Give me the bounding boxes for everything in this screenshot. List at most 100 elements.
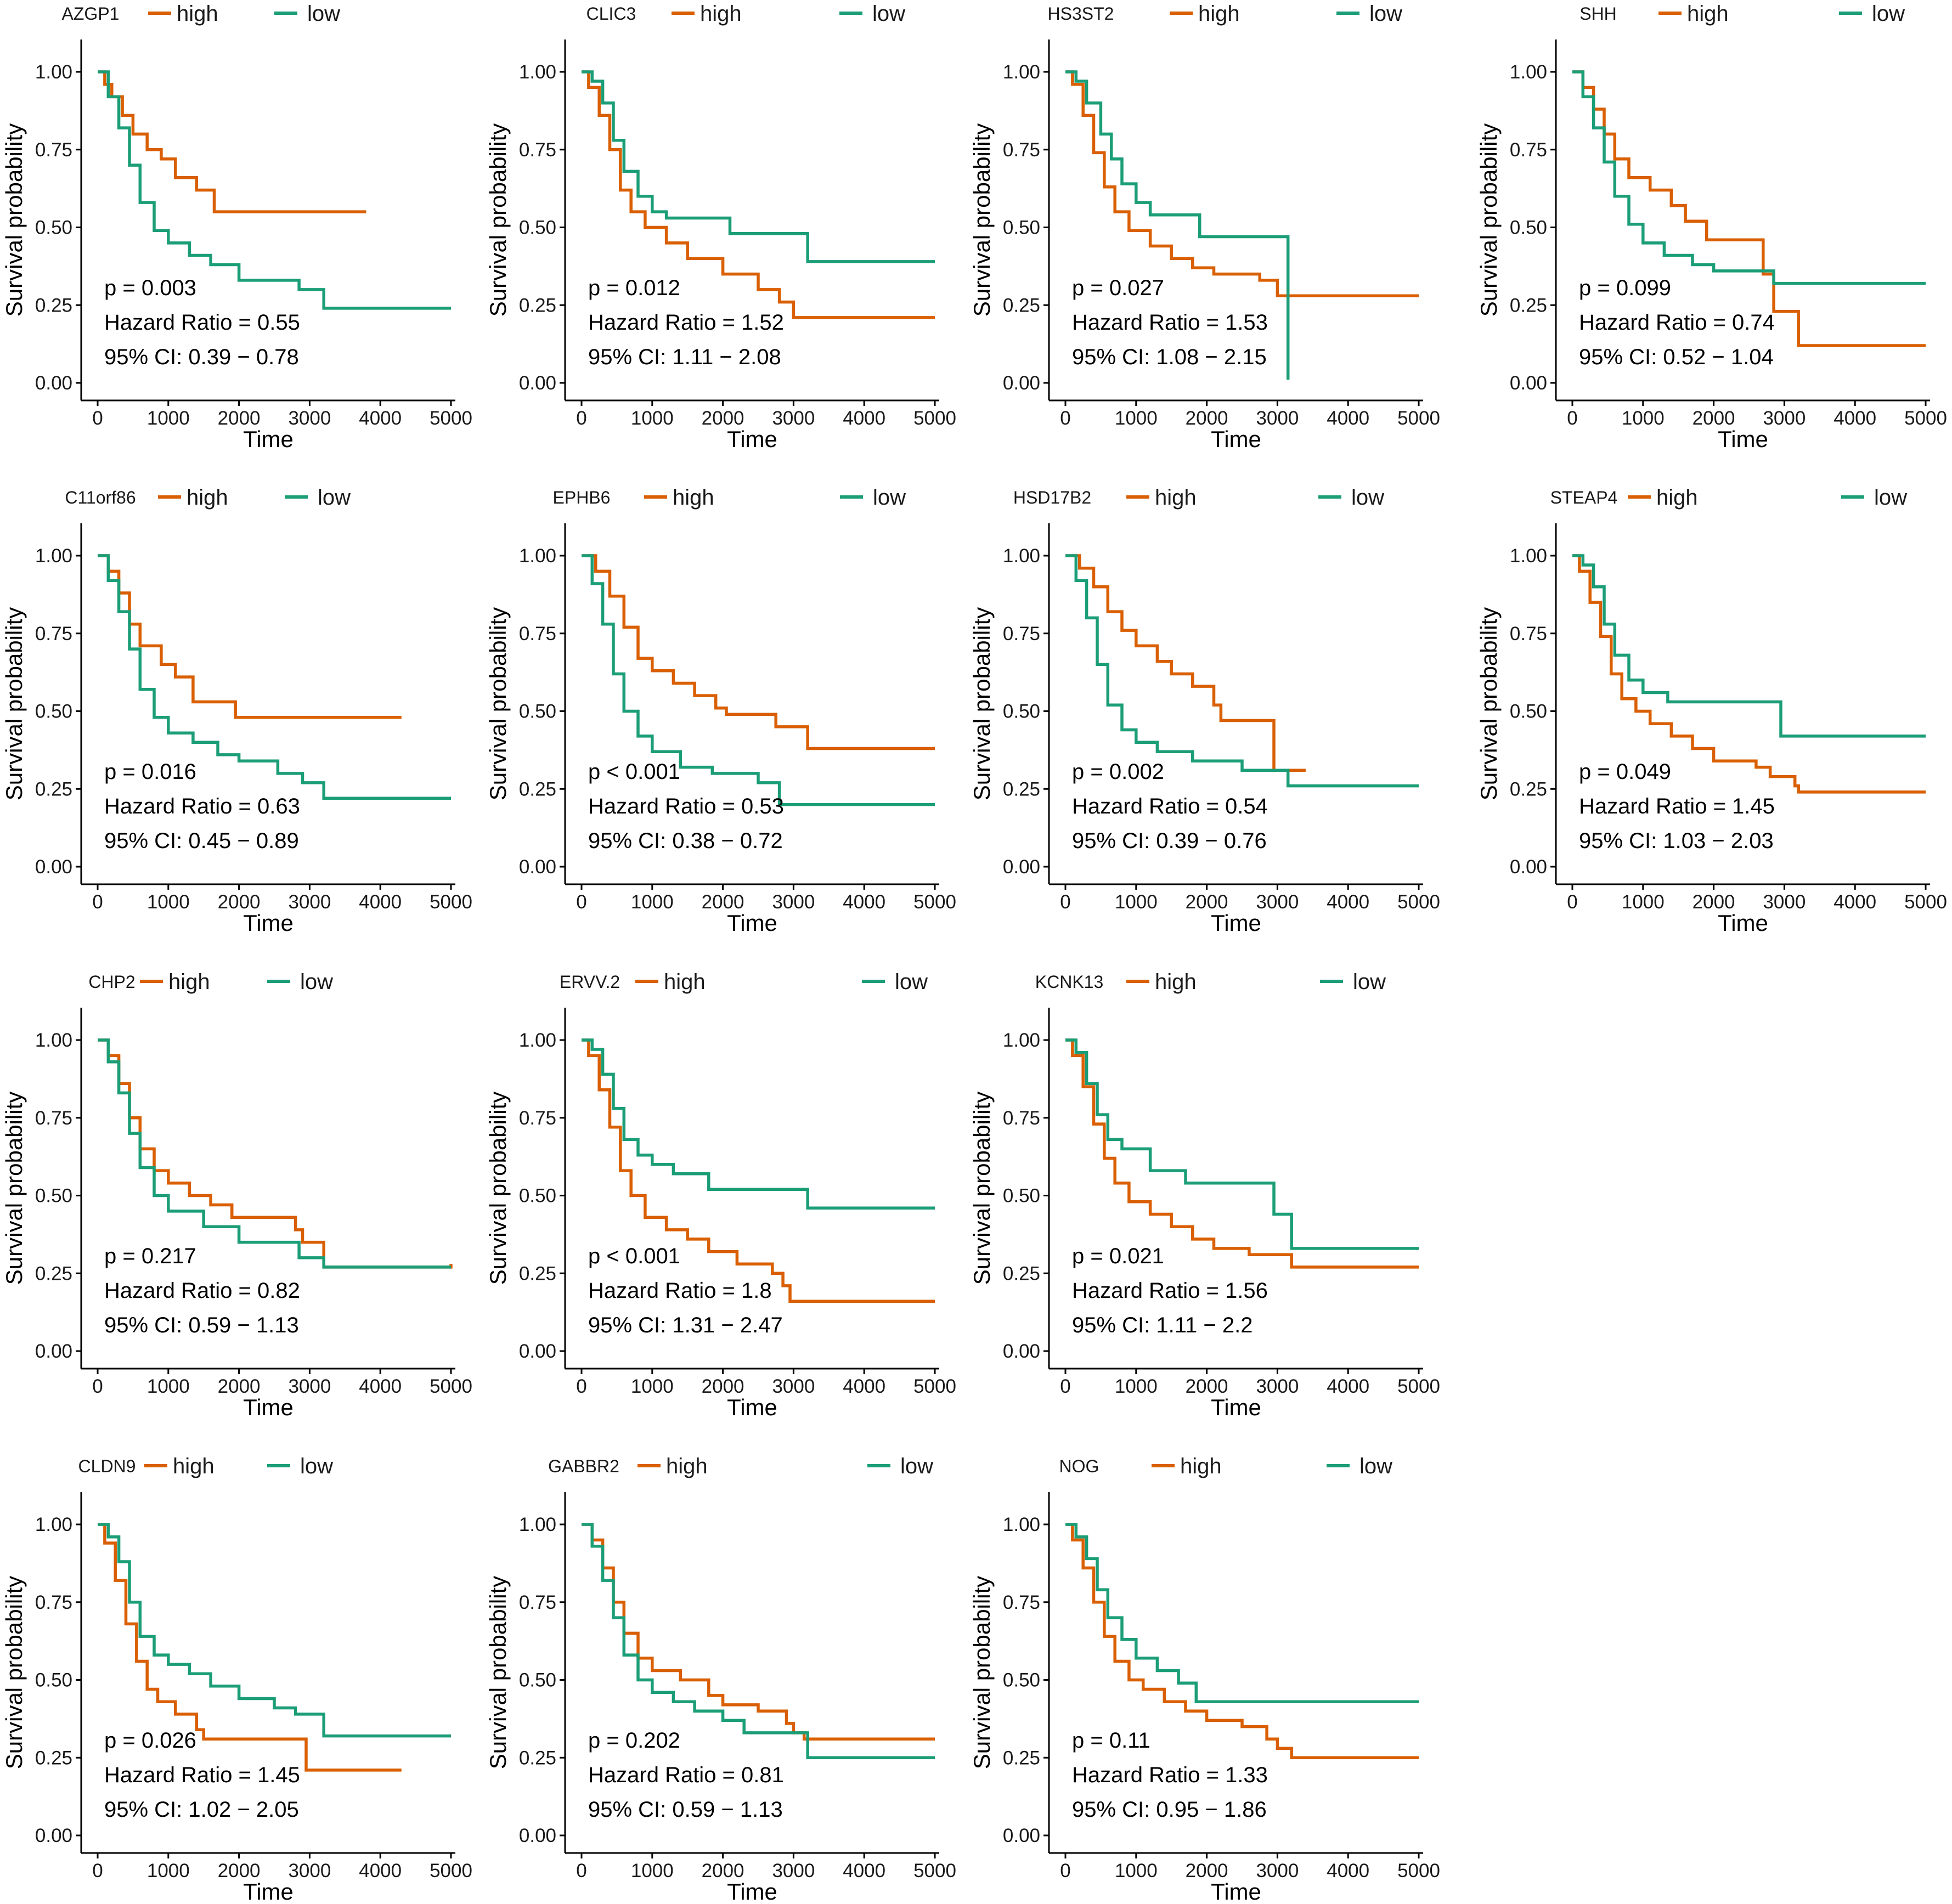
p-value-label: p = 0.049 bbox=[1579, 760, 1671, 784]
legend-gene-label: CLDN9 bbox=[78, 1456, 136, 1476]
x-tick-label: 0 bbox=[92, 891, 103, 913]
legend-gene-label: NOG bbox=[1059, 1456, 1099, 1476]
ci-label: 95% CI: 1.11 − 2.08 bbox=[588, 345, 781, 369]
x-tick-label: 2000 bbox=[1693, 408, 1735, 429]
x-tick-label: 4000 bbox=[843, 1376, 885, 1397]
legend-gene-label: AZGP1 bbox=[62, 4, 120, 24]
x-tick-label: 2000 bbox=[1186, 408, 1228, 429]
x-tick-label: 1000 bbox=[147, 1376, 190, 1397]
hazard-ratio-label: Hazard Ratio = 1.8 bbox=[588, 1279, 772, 1303]
survival-curve-low bbox=[1065, 1523, 1419, 1703]
survival-curve-high bbox=[98, 1523, 402, 1772]
y-tick-label: 1.00 bbox=[1510, 545, 1547, 567]
p-value-label: p = 0.099 bbox=[1579, 276, 1671, 300]
hazard-ratio-label: Hazard Ratio = 1.56 bbox=[1072, 1279, 1268, 1303]
y-tick-label: 0.00 bbox=[1510, 372, 1547, 394]
x-tick-label: 0 bbox=[1567, 408, 1577, 429]
x-tick-label: 0 bbox=[92, 408, 103, 429]
km-panel-cldn9: CLDN9 high low 0.00 0.25 0.50 0.75 1.00 0 1000 200… bbox=[1, 1454, 472, 1904]
legend-gene-label: EPHB6 bbox=[553, 488, 611, 507]
x-tick-label: 2000 bbox=[702, 1376, 744, 1397]
y-tick-label: 0.50 bbox=[1003, 701, 1040, 722]
y-axis-title: Survival probability bbox=[969, 1576, 995, 1770]
x-axis-title: Time bbox=[1211, 910, 1261, 936]
y-tick-label: 1.00 bbox=[1003, 1030, 1040, 1051]
y-tick-label: 0.25 bbox=[1003, 1263, 1040, 1284]
y-tick-label: 0.00 bbox=[1003, 1341, 1040, 1362]
legend-high-label: high bbox=[1687, 2, 1729, 26]
p-value-label: p = 0.002 bbox=[1072, 760, 1164, 784]
p-value-label: p = 0.026 bbox=[104, 1728, 196, 1753]
y-tick-label: 0.75 bbox=[1510, 139, 1547, 161]
x-axis-title: Time bbox=[243, 910, 294, 936]
x-tick-label: 3000 bbox=[288, 1860, 331, 1882]
hazard-ratio-label: Hazard Ratio = 1.45 bbox=[104, 1763, 300, 1787]
survival-curve-high bbox=[1572, 554, 1926, 794]
x-tick-label: 0 bbox=[576, 408, 586, 429]
legend-high-label: high bbox=[1656, 485, 1698, 510]
x-tick-label: 5000 bbox=[430, 408, 472, 429]
km-panel-c11orf86: C11orf86 high low 0.00 0.25 0.50 0.75 1.00 0 1000… bbox=[1, 485, 472, 936]
y-tick-label: 0.00 bbox=[1003, 372, 1040, 394]
ci-label: 95% CI: 0.38 − 0.72 bbox=[588, 829, 783, 853]
x-tick-label: 4000 bbox=[1327, 891, 1369, 913]
x-tick-label: 4000 bbox=[843, 1860, 885, 1882]
x-tick-label: 0 bbox=[1060, 1860, 1070, 1882]
x-tick-label: 4000 bbox=[359, 1860, 402, 1882]
legend-high-label: high bbox=[177, 2, 218, 26]
x-tick-label: 5000 bbox=[430, 891, 472, 913]
ci-label: 95% CI: 1.08 − 2.15 bbox=[1072, 345, 1267, 369]
y-axis-title: Survival probability bbox=[969, 607, 995, 801]
legend-gene-label: HSD17B2 bbox=[1013, 488, 1091, 507]
survival-curve-low bbox=[582, 1523, 935, 1760]
legend-low-label: low bbox=[872, 2, 905, 26]
x-tick-label: 5000 bbox=[1904, 891, 1947, 913]
x-tick-label: 1000 bbox=[631, 1376, 674, 1397]
x-tick-label: 3000 bbox=[1256, 1860, 1299, 1882]
y-tick-label: 0.25 bbox=[519, 1263, 556, 1284]
x-tick-label: 3000 bbox=[1763, 408, 1806, 429]
p-value-label: p < 0.001 bbox=[588, 760, 680, 784]
x-tick-label: 5000 bbox=[1904, 408, 1947, 429]
x-tick-label: 2000 bbox=[702, 1860, 744, 1882]
x-tick-label: 2000 bbox=[1186, 891, 1228, 913]
survival-curve-high bbox=[582, 1523, 935, 1741]
y-tick-label: 1.00 bbox=[1003, 545, 1040, 567]
x-tick-label: 1000 bbox=[1115, 1860, 1158, 1882]
legend-low-label: low bbox=[900, 1454, 933, 1478]
x-tick-label: 3000 bbox=[1256, 891, 1299, 913]
hazard-ratio-label: Hazard Ratio = 1.52 bbox=[588, 310, 784, 335]
y-axis-title: Survival probability bbox=[1, 607, 27, 801]
legend-gene-label: STEAP4 bbox=[1550, 488, 1618, 507]
y-tick-label: 0.25 bbox=[1003, 295, 1040, 316]
legend-high-label: high bbox=[1180, 1454, 1222, 1478]
km-panel-nog: NOG high low 0.00 0.25 0.50 0.75 1.00 0 1000 2000 3… bbox=[969, 1454, 1440, 1904]
x-tick-label: 3000 bbox=[772, 891, 815, 913]
hazard-ratio-label: Hazard Ratio = 0.53 bbox=[588, 794, 784, 818]
y-axis-title: Survival probability bbox=[969, 123, 995, 317]
y-tick-label: 0.00 bbox=[519, 856, 556, 878]
y-tick-label: 0.00 bbox=[35, 372, 72, 394]
ci-label: 95% CI: 1.03 − 2.03 bbox=[1579, 829, 1774, 853]
survival-curve-high bbox=[582, 70, 935, 319]
ci-label: 95% CI: 1.02 − 2.05 bbox=[104, 1798, 299, 1822]
x-tick-label: 3000 bbox=[772, 1376, 815, 1397]
x-tick-label: 5000 bbox=[913, 408, 956, 429]
x-tick-label: 5000 bbox=[1397, 408, 1440, 429]
legend-gene-label: C11orf86 bbox=[65, 488, 136, 507]
ci-label: 95% CI: 0.39 − 0.76 bbox=[1072, 829, 1267, 853]
hazard-ratio-label: Hazard Ratio = 0.54 bbox=[1072, 794, 1268, 818]
y-tick-label: 0.50 bbox=[1003, 1185, 1040, 1207]
x-tick-label: 3000 bbox=[772, 408, 815, 429]
km-panel-gabbr2: GABBR2 high low 0.00 0.25 0.50 0.75 1.00 0 1000 20… bbox=[485, 1454, 956, 1904]
legend-high-label: high bbox=[666, 1454, 708, 1478]
y-tick-label: 0.50 bbox=[35, 1185, 72, 1207]
y-tick-label: 0.00 bbox=[35, 856, 72, 878]
y-axis-title: Survival probability bbox=[485, 1092, 511, 1285]
y-tick-label: 0.00 bbox=[1003, 856, 1040, 878]
p-value-label: p = 0.003 bbox=[104, 276, 196, 300]
survival-curve-low bbox=[582, 70, 935, 263]
y-axis-title: Survival probability bbox=[1, 1092, 27, 1285]
km-panel-chp2: CHP2 high low 0.00 0.25 0.50 0.75 1.00 0 1000 2000… bbox=[1, 970, 472, 1420]
